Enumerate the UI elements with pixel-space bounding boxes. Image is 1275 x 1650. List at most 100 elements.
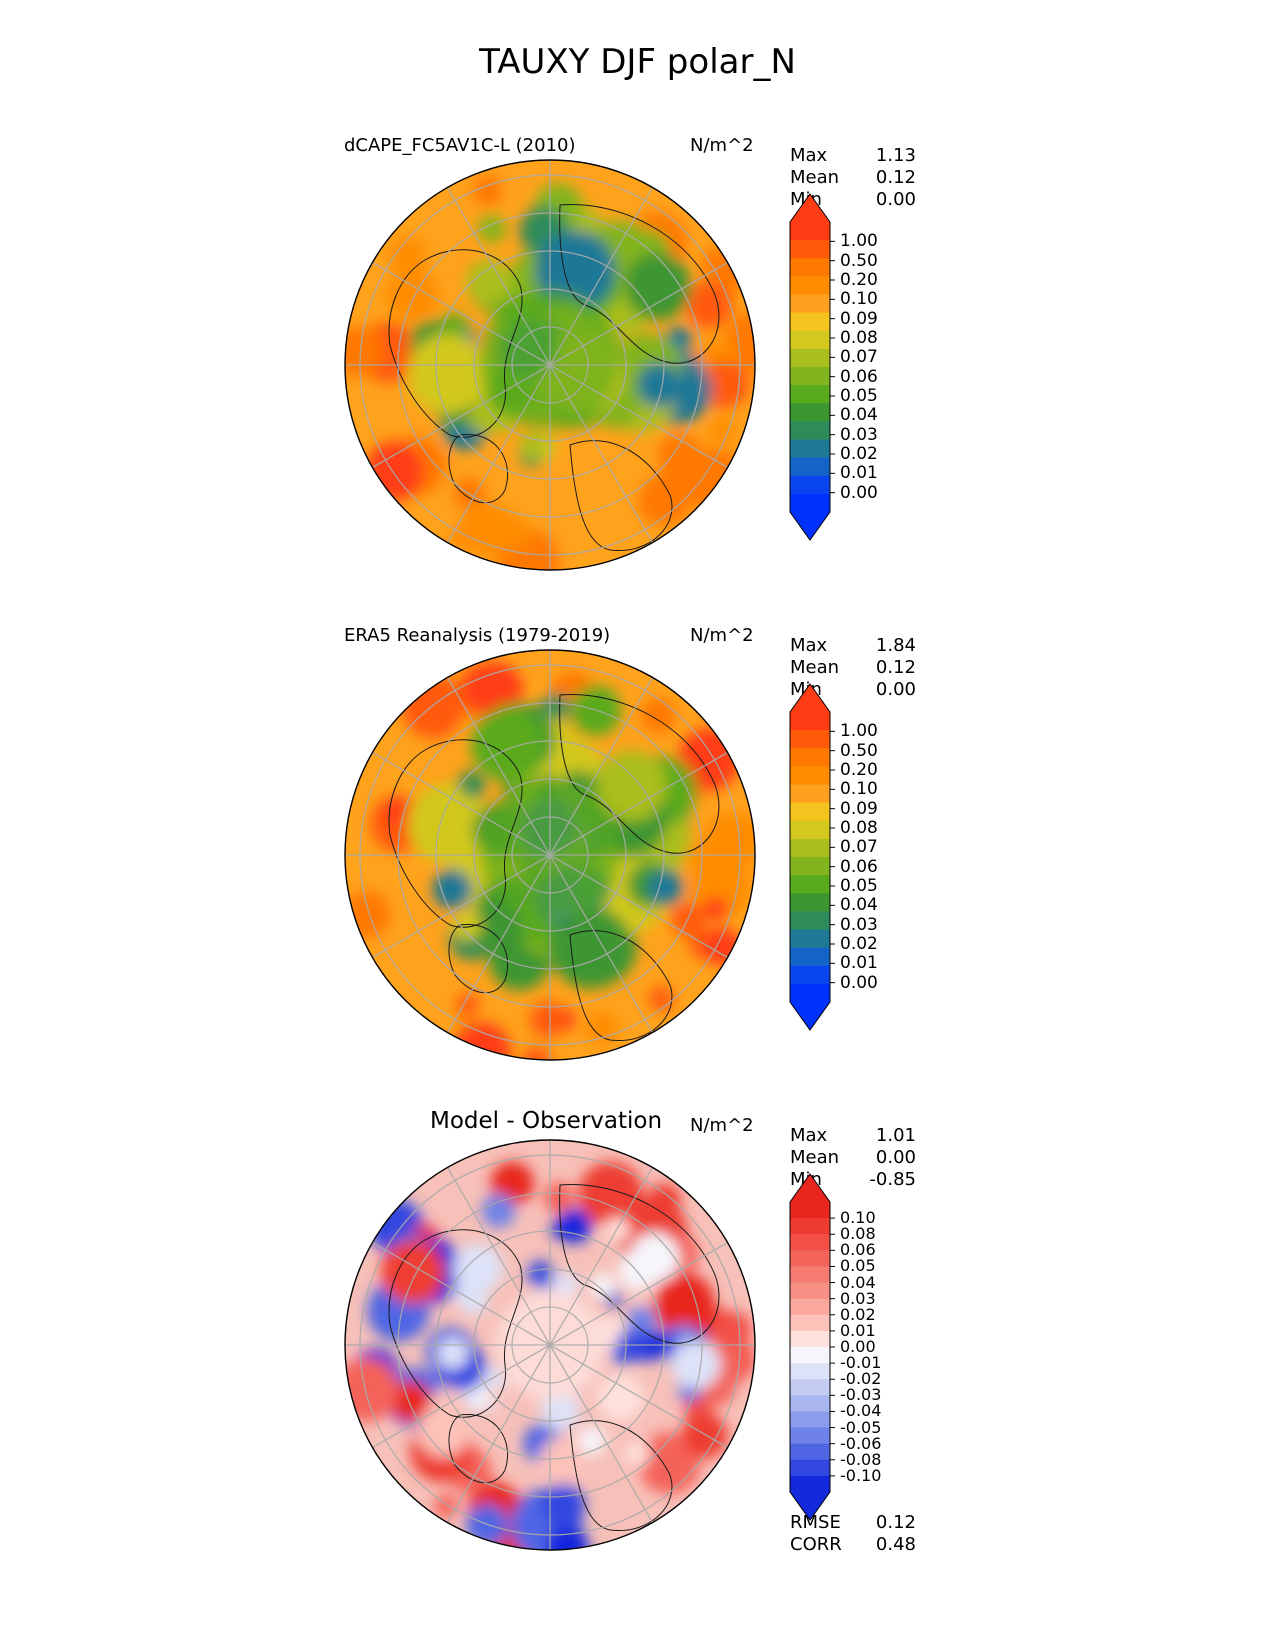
colorbar-segment bbox=[790, 457, 830, 477]
colorbar-segment bbox=[790, 893, 830, 912]
colorbar bbox=[789, 1173, 835, 1521]
colorbar-tick-label: 0.07 bbox=[840, 837, 878, 858]
stat-value-max: 1.13 bbox=[875, 145, 916, 166]
colorbar-tick-label: 0.02 bbox=[840, 934, 878, 954]
colorbar-segment bbox=[790, 258, 830, 277]
colorbar-tick-label: -0.01 bbox=[840, 1353, 882, 1373]
graticule bbox=[345, 1140, 755, 1550]
colorbar-tick-label: 1.00 bbox=[840, 721, 878, 742]
units-label: N/m^2 bbox=[690, 1115, 754, 1136]
colorbar-tick-label: 0.02 bbox=[840, 1304, 876, 1324]
units-label: N/m^2 bbox=[690, 625, 754, 646]
colorbar-tick-label: 0.04 bbox=[840, 1272, 876, 1292]
stat-label-mean: Mean bbox=[790, 1147, 840, 1168]
stat-label-max: Max bbox=[790, 1125, 828, 1146]
colorbar-tick-label: 0.09 bbox=[840, 798, 878, 819]
colorbar-tick-label: -0.03 bbox=[840, 1385, 882, 1405]
colorbar-tick-label: -0.02 bbox=[840, 1369, 882, 1389]
map-field bbox=[345, 160, 755, 570]
colorbar-tick-label: 0.06 bbox=[840, 856, 878, 877]
stat-value-mean: 0.00 bbox=[875, 1147, 916, 1168]
colorbar-tick-label: 0.03 bbox=[840, 914, 878, 935]
colorbar-tick-label: 0.03 bbox=[840, 424, 878, 445]
colorbar-segment bbox=[790, 493, 830, 513]
colorbar-tick-label: 0.09 bbox=[840, 308, 878, 329]
graticule bbox=[345, 650, 755, 1060]
colorbar-tick-label: 1.00 bbox=[840, 231, 878, 252]
colorbar-segment bbox=[790, 1202, 830, 1219]
colorbar-segment bbox=[790, 385, 830, 404]
stat-label-max: Max bbox=[790, 145, 828, 166]
colorbar-segment bbox=[790, 1411, 830, 1429]
colorbar-under-arrow bbox=[790, 1492, 830, 1520]
colorbar-over-arrow bbox=[790, 194, 830, 222]
colorbar-tick-label: 0.10 bbox=[840, 1208, 876, 1228]
colorbar-segment bbox=[790, 1314, 830, 1332]
colorbar-under-arrow bbox=[790, 512, 830, 540]
colorbar-segment bbox=[790, 1427, 830, 1445]
colorbar-tick-label: 0.50 bbox=[840, 250, 878, 271]
colorbar-segment bbox=[790, 802, 830, 822]
graticule bbox=[345, 160, 755, 570]
colorbar-tick-label: 0.20 bbox=[840, 760, 878, 780]
colorbar-outline bbox=[789, 193, 831, 541]
stat-label-corr: CORR bbox=[790, 1534, 842, 1555]
stat-label-mean: Mean bbox=[790, 167, 840, 188]
field-blobs bbox=[345, 175, 755, 570]
stat-value-min: 0.00 bbox=[875, 679, 916, 700]
colorbar-tick-label: 0.05 bbox=[840, 386, 878, 406]
colorbar-tick-label: 0.00 bbox=[840, 1337, 876, 1356]
colorbar-segment bbox=[790, 712, 830, 731]
stat-value-mean: 0.12 bbox=[875, 657, 916, 678]
colorbar-tick-label: -0.10 bbox=[840, 1465, 882, 1485]
colorbar-segment bbox=[790, 1363, 830, 1380]
colorbar-segment bbox=[790, 929, 830, 949]
colorbar-segment bbox=[790, 222, 830, 241]
colorbar-tick-label: 0.03 bbox=[840, 1288, 876, 1308]
colorbar-segment bbox=[790, 784, 830, 804]
colorbar-segment bbox=[790, 1443, 830, 1461]
colorbar-tick-label: -0.06 bbox=[840, 1433, 882, 1453]
colorbar-tick-label: -0.05 bbox=[840, 1417, 882, 1437]
stat-value-mean: 0.12 bbox=[875, 167, 916, 188]
colorbar-outline bbox=[789, 683, 831, 1031]
colorbar-tick-label: 0.10 bbox=[840, 289, 878, 310]
colorbar-segment bbox=[790, 1395, 830, 1413]
colorbar-tick-label: 0.06 bbox=[840, 1240, 876, 1260]
colorbar-segment bbox=[790, 875, 830, 894]
colorbar-segment bbox=[790, 240, 830, 259]
colorbar bbox=[789, 193, 835, 541]
colorbar-segment bbox=[790, 421, 830, 441]
stat-value-rmse: 0.12 bbox=[875, 1512, 916, 1533]
colorbar-segment bbox=[790, 1266, 830, 1284]
colorbar-segment bbox=[790, 1282, 830, 1300]
colorbar-tick-label: 0.05 bbox=[840, 876, 878, 896]
colorbar-tick-label: 0.20 bbox=[840, 270, 878, 290]
colorbar-tick-label: 0.01 bbox=[840, 953, 878, 974]
colorbar-segment bbox=[790, 1459, 830, 1477]
stat-label-max: Max bbox=[790, 635, 828, 656]
colorbar-segment bbox=[790, 1234, 830, 1251]
colorbar-segment bbox=[790, 1250, 830, 1268]
colorbar-segment bbox=[790, 312, 830, 332]
colorbar-segment bbox=[790, 730, 830, 749]
units-label: N/m^2 bbox=[690, 135, 754, 156]
panel-title: dCAPE_FC5AV1C-L (2010) bbox=[344, 135, 576, 156]
colorbar-tick-label: 0.50 bbox=[840, 740, 878, 761]
colorbar-over-arrow bbox=[790, 1174, 830, 1202]
colorbar-tick-label: 0.06 bbox=[840, 366, 878, 387]
field-blobs bbox=[345, 661, 755, 1060]
field-blobs bbox=[345, 1161, 755, 1550]
map-border bbox=[344, 1139, 756, 1551]
colorbar-segment bbox=[790, 766, 830, 786]
colorbar-tick-label: 0.08 bbox=[840, 818, 878, 838]
colorbar-segment bbox=[790, 1330, 830, 1348]
colorbar-segment bbox=[790, 367, 830, 386]
colorbar-segment bbox=[790, 1347, 830, 1364]
colorbar-tick-label: 0.02 bbox=[840, 444, 878, 464]
colorbar-outline bbox=[789, 1173, 831, 1521]
panel-title: ERA5 Reanalysis (1979-2019) bbox=[344, 625, 611, 646]
colorbar-segment bbox=[790, 475, 830, 495]
colorbar-segment bbox=[790, 1298, 830, 1316]
colorbar-segment bbox=[790, 983, 830, 1003]
